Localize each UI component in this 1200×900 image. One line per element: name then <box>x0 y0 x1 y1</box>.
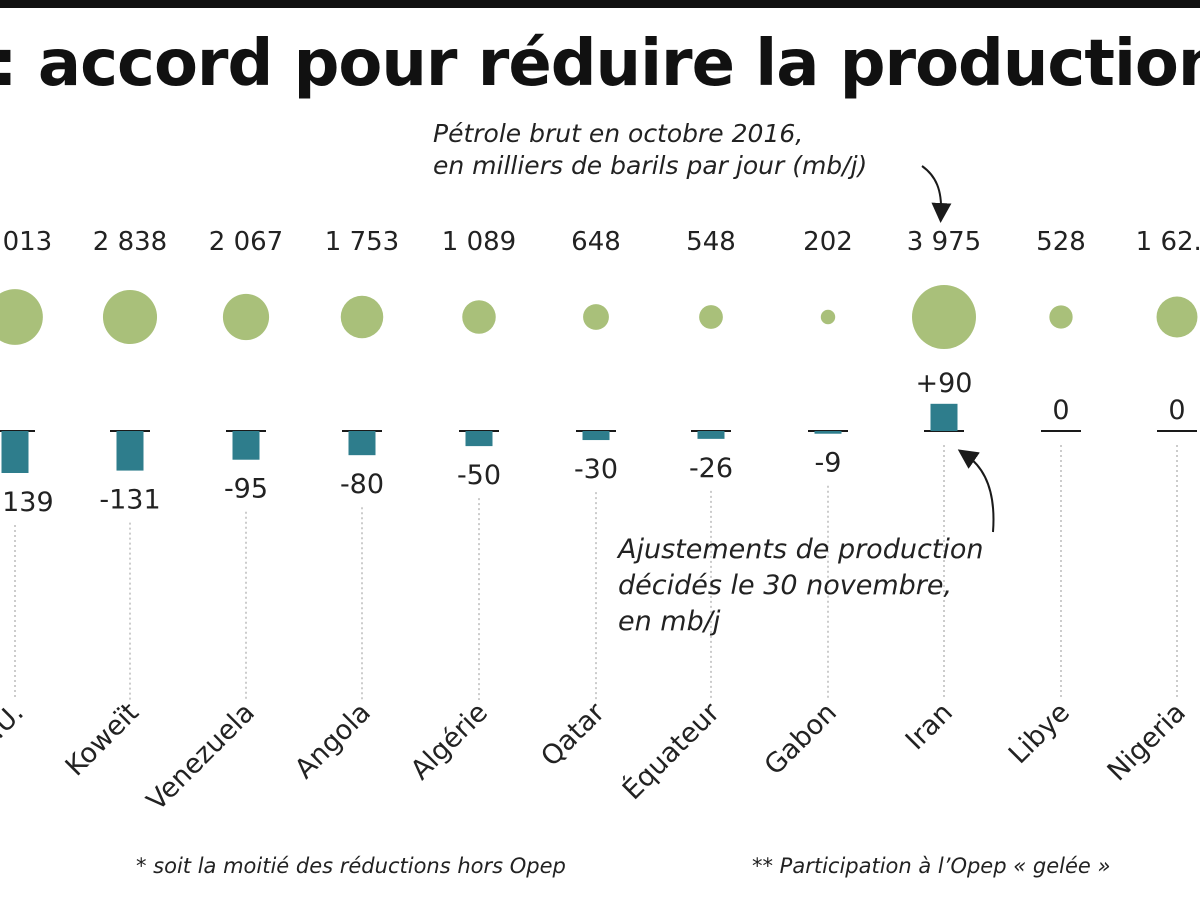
country-label-col-1: Koweït <box>60 697 145 782</box>
production-bubble-col-7 <box>820 309 836 325</box>
production-bubble-col-5 <box>583 304 609 330</box>
footnote-left: * soit la moitié des réductions hors Ope… <box>136 854 566 878</box>
adjustment-bar-col-3 <box>348 431 376 456</box>
adjustment-note: Ajustements de production décidés le 30 … <box>616 534 992 637</box>
production-label-col-2: 2 067 <box>209 227 283 257</box>
adjustment-bar-col-4 <box>465 431 493 447</box>
adjustment-bar-col-6 <box>697 431 725 439</box>
production-label-col-8: 3 975 <box>907 227 981 257</box>
production-label-col-3: 1 753 <box>325 227 399 257</box>
country-label-col-2: Venezuela <box>141 697 261 817</box>
production-note-line-2: en milliers de barils par jour (mb/j) <box>433 151 867 180</box>
country-label-col-6: Équateur <box>616 696 726 806</box>
production-label-col-9: 528 <box>1036 227 1086 257</box>
production-bubble-col-9 <box>1049 305 1073 329</box>
adjustment-label-col-10: 0 <box>1168 395 1185 426</box>
leader-lines <box>14 445 1178 700</box>
production-label-col-0: ...013 <box>0 227 52 257</box>
production-bubble-col-4 <box>462 300 496 334</box>
country-label-col-4: Algérie <box>405 697 494 786</box>
production-bubble-col-2 <box>222 293 270 341</box>
adjustment-label-col-7: -9 <box>815 448 842 479</box>
adjustment-label-col-9: 0 <box>1052 395 1069 426</box>
adjustment-note-line-1: Ajustements de production <box>616 534 984 565</box>
adjustment-label-col-8: +90 <box>916 368 973 399</box>
adjustment-bar-col-5 <box>582 431 610 441</box>
production-note-arrow <box>921 165 952 223</box>
production-label-col-1: 2 838 <box>93 227 167 257</box>
adjustment-label-col-4: -50 <box>457 460 501 491</box>
adjustment-bar-col-2 <box>232 431 260 460</box>
production-label-col-7: 202 <box>803 227 853 257</box>
production-label-col-6: 548 <box>686 227 736 257</box>
production-note-line-1: Pétrole brut en octobre 2016, <box>433 119 803 148</box>
production-bubbles <box>0 285 1198 349</box>
country-label-col-8: Iran <box>900 697 959 756</box>
adjustment-label-col-3: -80 <box>340 469 384 500</box>
adjustment-bars <box>0 403 1197 473</box>
adjustment-labels: ...139 -131 -95 -80 -50 -30 -26 -9 +90 0 0 <box>0 368 1186 518</box>
production-bubble-col-1 <box>102 289 158 345</box>
production-bubble-col-0 <box>0 289 43 345</box>
adjustment-bar-col-1 <box>116 431 144 471</box>
country-label-col-0: ...U. <box>0 697 30 757</box>
production-label-col-4: 1 089 <box>442 227 516 257</box>
adjustment-note-line-2: décidés le 30 novembre, <box>618 570 952 601</box>
adjustment-bar-col-7 <box>814 431 842 434</box>
adjustment-note-line-3: en mb/j <box>618 606 721 637</box>
production-label-col-10: 1 62... <box>1136 227 1200 257</box>
production-bubble-col-6 <box>699 305 723 329</box>
country-label-col-3: Angola <box>289 697 377 785</box>
country-label-col-5: Qatar <box>535 696 611 772</box>
adjustment-label-col-0: ...139 <box>0 487 54 518</box>
country-label-col-10: Nigeria <box>1102 697 1192 787</box>
adjustment-bar-col-8 <box>930 403 958 431</box>
top-rule <box>0 0 1200 8</box>
adjustment-note-arrow <box>957 449 995 533</box>
page-title: : accord pour réduire la production <box>0 27 1200 101</box>
footnote-right: ** Participation à l’Opep « gelée » <box>752 854 1110 878</box>
country-label-col-7: Gabon <box>759 697 843 781</box>
adjustment-label-col-6: -26 <box>689 453 733 484</box>
country-label-col-9: Libye <box>1003 697 1076 770</box>
adjustment-label-col-5: -30 <box>574 454 618 485</box>
production-label-col-5: 648 <box>571 227 621 257</box>
production-labels: ...013 2 838 2 067 1 753 1 089 648 548 202 3 975… <box>0 227 1200 257</box>
adjustment-label-col-1: -131 <box>99 485 160 516</box>
production-bubble-col-8 <box>912 285 976 349</box>
adjustment-bar-col-0 <box>1 431 29 473</box>
production-bubble-col-3 <box>340 295 384 339</box>
adjustment-label-col-2: -95 <box>224 474 268 505</box>
production-bubble-col-10 <box>1156 296 1198 338</box>
production-note: Pétrole brut en octobre 2016, en millier… <box>433 119 867 180</box>
